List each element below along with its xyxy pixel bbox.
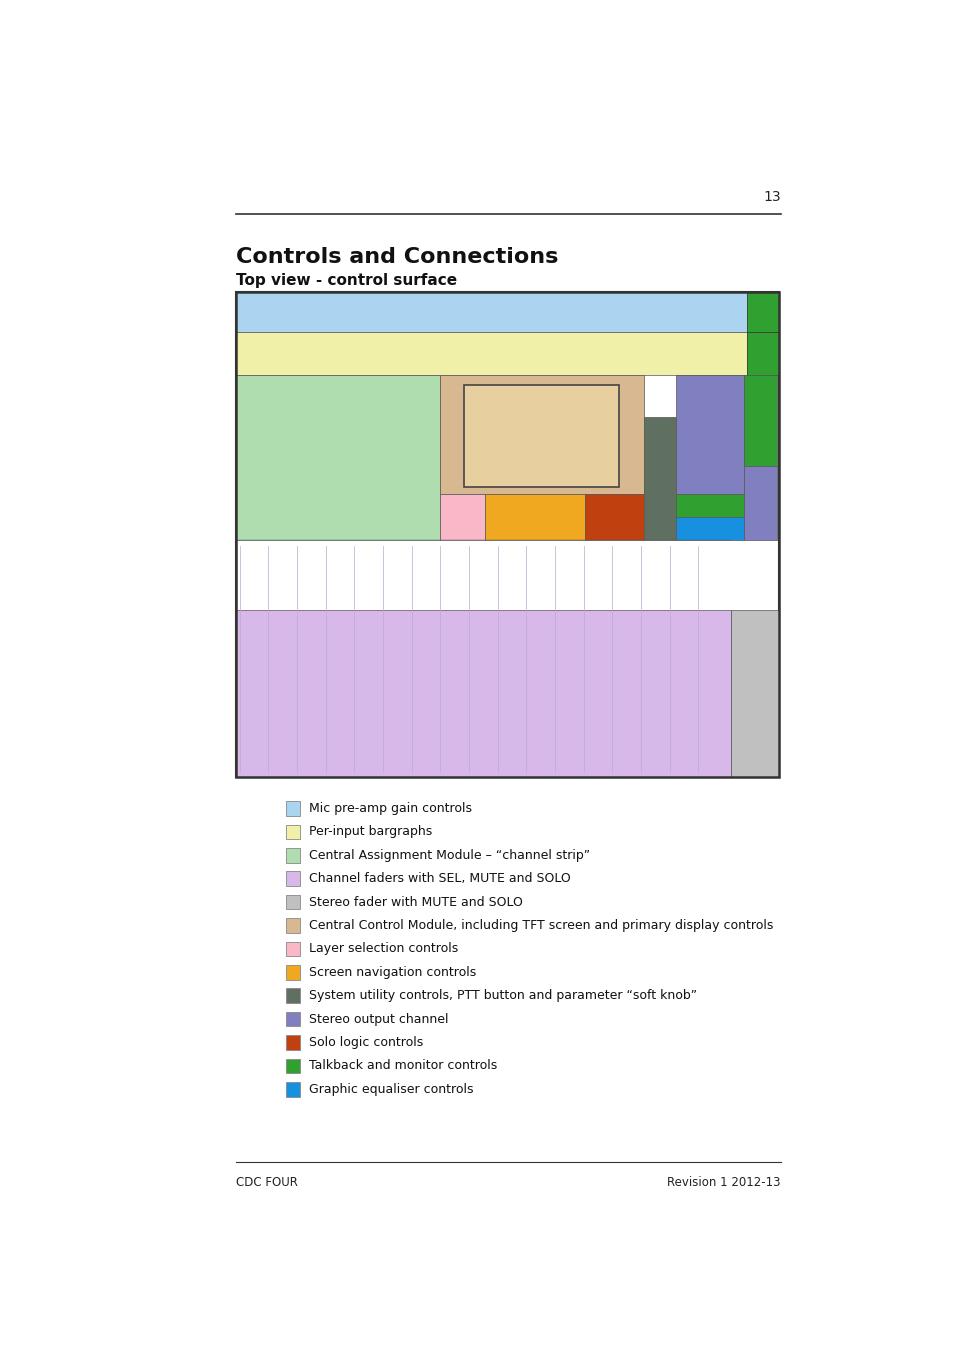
Bar [285,942,300,956]
Text: Graphic equaliser controls: Graphic equaliser controls [309,1083,474,1096]
Bar [235,375,439,540]
Text: 13: 13 [762,189,781,204]
Bar [235,292,779,778]
Bar [743,375,776,466]
Text: Central Control Module, including TFT screen and primary display controls: Central Control Module, including TFT sc… [309,919,773,931]
Text: System utility controls, PTT button and parameter “soft knob”: System utility controls, PTT button and … [309,990,697,1002]
Bar [285,872,300,886]
Bar [676,517,743,540]
Bar [285,965,300,980]
Bar [676,375,743,494]
Bar [484,494,584,540]
Text: Layer selection controls: Layer selection controls [309,942,458,956]
Bar [584,494,643,540]
Bar [235,292,779,778]
Bar [285,1011,300,1026]
Bar [285,1081,300,1096]
Bar [285,802,300,815]
Text: Mic pre-amp gain controls: Mic pre-amp gain controls [309,802,472,815]
Text: Revision 1 2012-13: Revision 1 2012-13 [667,1176,781,1188]
Bar [235,332,746,375]
Bar [743,466,776,540]
Bar [730,610,779,778]
Text: Top view - control surface: Top view - control surface [235,273,456,289]
Text: Central Assignment Module – “channel strip”: Central Assignment Module – “channel str… [309,849,590,861]
Bar [285,918,300,933]
Bar [464,385,618,487]
Bar [643,417,676,540]
Bar [235,292,746,332]
Bar [746,332,779,375]
Text: Solo logic controls: Solo logic controls [309,1035,423,1049]
Bar [285,895,300,910]
Bar [439,494,484,540]
Bar [285,988,300,1003]
Text: CDC FOUR: CDC FOUR [235,1176,297,1188]
Bar [285,1035,300,1050]
Text: Stereo output channel: Stereo output channel [309,1012,448,1026]
Bar [439,375,643,494]
Text: Channel faders with SEL, MUTE and SOLO: Channel faders with SEL, MUTE and SOLO [309,872,571,886]
Text: Screen navigation controls: Screen navigation controls [309,965,476,979]
Text: Talkback and monitor controls: Talkback and monitor controls [309,1060,497,1072]
Bar [676,494,743,517]
Text: Per-input bargraphs: Per-input bargraphs [309,825,432,838]
Bar [285,825,300,840]
Bar [285,1058,300,1073]
Text: Controls and Connections: Controls and Connections [235,247,558,267]
Bar [746,292,779,332]
Bar [285,848,300,863]
Bar [235,610,730,778]
Text: Stereo fader with MUTE and SOLO: Stereo fader with MUTE and SOLO [309,895,522,909]
